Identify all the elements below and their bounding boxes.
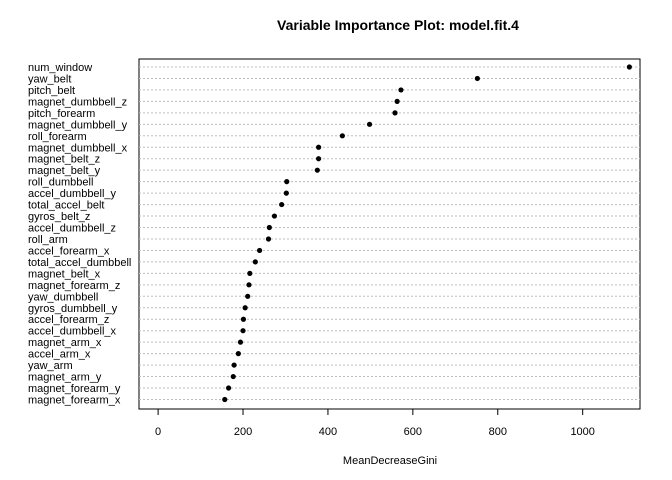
category-label: magnet_dumbbell_y [28,119,128,131]
data-point [314,167,320,173]
plot-frame [138,58,641,410]
category-label: yaw_dumbbell [28,291,98,303]
category-label: accel_forearm_x [28,245,110,257]
data-point [235,351,241,357]
data-point [230,373,236,380]
category-label: yaw_arm [28,360,73,372]
category-label: accel_dumbbell_z [28,223,116,235]
data-point [252,259,258,265]
category-label: magnet_arm_x [28,337,102,349]
category-label: num_window [28,62,92,74]
x-tick-label: 0 [155,426,161,438]
category-label: magnet_dumbbell_z [28,96,127,108]
category-label: magnet_belt_z [28,154,100,166]
category-label: total_accel_dumbbell [28,257,131,269]
data-point [240,328,246,334]
data-points [222,64,632,403]
data-point [315,156,322,162]
data-point [474,75,480,82]
x-axis: 0 200 400 600 800 1000 [155,409,595,438]
data-point [240,316,247,322]
data-point [247,270,253,276]
data-point [225,385,232,391]
data-point [246,282,252,288]
data-point [339,133,345,139]
data-point [242,305,248,311]
data-point [279,201,285,208]
chart-title: Variable Importance Plot: model.fit.4 [277,17,519,33]
category-label: magnet_forearm_z [28,280,120,292]
x-tick-label: 600 [404,426,422,438]
data-point [398,87,404,93]
x-tick-label: 400 [319,426,337,438]
category-label: roll_dumbbell [28,177,93,189]
category-label: magnet_belt_x [28,268,101,280]
category-label: magnet_arm_y [28,372,102,384]
data-point [237,339,244,345]
category-label: accel_dumbbell_y [28,188,117,200]
x-tick-label: 200 [234,426,252,438]
data-point [315,144,322,150]
category-label: accel_dumbbell_x [28,326,117,338]
category-label: pitch_forearm [28,108,95,120]
data-point [392,110,398,116]
guide-lines [139,66,640,400]
data-point [245,293,251,299]
category-label: gyros_belt_z [28,211,90,223]
category-label: yaw_belt [28,73,71,85]
category-label: magnet_forearm_x [28,394,121,406]
data-point [284,179,290,185]
category-label: pitch_belt [28,85,75,97]
category-label: magnet_belt_y [28,165,101,177]
data-point [256,247,263,254]
x-tick-label: 800 [489,426,507,438]
data-point [366,121,373,127]
category-label: total_accel_belt [28,200,104,212]
category-label: roll_forearm [28,131,87,143]
data-point [394,98,400,104]
category-label: magnet_forearm_y [28,383,121,395]
x-tick-label: 1000 [570,426,594,438]
data-point [265,236,272,242]
data-point [222,396,228,403]
data-point [231,362,237,368]
data-point [266,224,272,231]
category-label: roll_arm [28,234,68,246]
data-point [271,213,278,219]
data-point [626,64,632,70]
category-label: gyros_dumbbell_y [28,303,118,315]
category-labels: num_windowyaw_beltpitch_beltmagnet_dumbb… [28,62,131,406]
category-label: accel_forearm_z [28,314,109,326]
data-point [283,190,289,196]
category-label: magnet_dumbbell_x [28,142,128,154]
category-label: accel_arm_x [28,349,91,361]
x-axis-label: MeanDecreaseGini [343,455,437,467]
